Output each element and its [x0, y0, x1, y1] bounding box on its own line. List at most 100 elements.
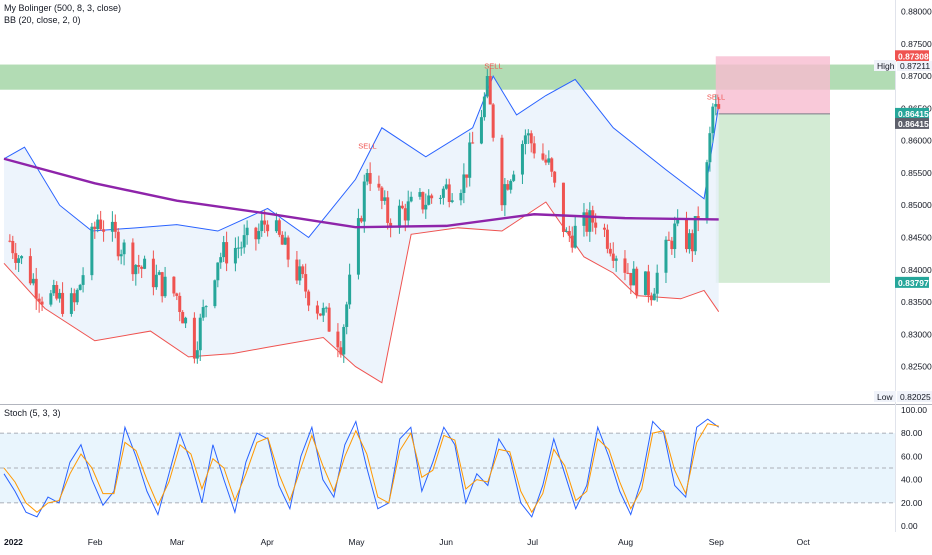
candle-body	[491, 104, 495, 138]
candle-body	[380, 187, 384, 201]
price-tick-label: 0.88000	[901, 7, 932, 17]
candle-body	[570, 235, 574, 248]
candle-body	[342, 326, 346, 355]
candle-body	[389, 222, 393, 228]
price-tag-box	[895, 276, 929, 288]
candle-body	[315, 305, 319, 314]
candle-body	[260, 220, 264, 232]
candle-body	[664, 239, 668, 273]
price-tick-label: 0.84500	[901, 232, 932, 242]
candle-body	[274, 220, 278, 232]
stoch-tick-label: 60.00	[901, 451, 923, 461]
candle-body	[11, 241, 15, 254]
high-value-box	[897, 61, 932, 71]
candle-body	[693, 216, 697, 252]
price-tick-label: 0.87000	[901, 71, 932, 81]
candle-body	[503, 184, 507, 206]
candle-body	[239, 247, 243, 249]
stop-loss-zone	[715, 56, 830, 114]
candle-body	[684, 219, 688, 250]
candle-body	[49, 293, 53, 305]
bollinger-fill	[4, 76, 719, 383]
stoch-tick-label: 40.00	[901, 475, 923, 485]
price-tick-label: 0.84000	[901, 265, 932, 275]
stoch-legend: Stoch (5, 3, 3)	[4, 408, 61, 418]
candle-body	[506, 184, 510, 190]
price-tick-label: 0.86000	[901, 136, 932, 146]
price-tick-label: 0.82500	[901, 362, 932, 372]
sell-signal-label: SELL	[358, 141, 376, 150]
candle-body	[37, 298, 41, 302]
candle-body	[377, 183, 381, 188]
candle-body	[614, 258, 618, 261]
candle-body	[512, 174, 516, 181]
candles-layer	[8, 67, 721, 364]
candle-body	[119, 254, 123, 257]
candle-body	[567, 230, 571, 236]
moving-average-layer: SELL SELL SELL	[3, 61, 725, 229]
indicator-legend-1: My Bolinger (500, 8, 3, close)	[4, 3, 121, 13]
candle-body	[31, 278, 35, 284]
candle-body	[626, 272, 630, 274]
candle-body	[485, 76, 489, 97]
candle-body	[582, 212, 586, 226]
candle-body	[655, 272, 659, 294]
candle-body	[160, 272, 164, 297]
time-tick-label: 2022	[4, 537, 23, 547]
price-tag-label: 0.87308	[898, 51, 929, 61]
low-value-box	[897, 391, 932, 402]
high-label: High	[877, 61, 895, 71]
low-label-box	[874, 391, 896, 402]
candle-body	[608, 248, 612, 254]
time-tick-label: Feb	[88, 537, 103, 547]
stoch-tick-label: 0.00	[901, 521, 918, 531]
candle-body	[561, 182, 565, 232]
candle-body	[605, 229, 609, 249]
time-tick-label: May	[348, 537, 365, 547]
ma-500-line	[3, 157, 719, 229]
candle-body	[544, 159, 548, 163]
bollinger-layer	[3, 75, 720, 384]
candle-body	[184, 317, 188, 324]
candle-body	[245, 227, 249, 236]
candle-body	[204, 306, 208, 308]
candle-body	[629, 273, 633, 286]
candle-body	[459, 192, 463, 201]
candle-body	[427, 195, 431, 205]
candle-body	[216, 262, 220, 281]
candle-body	[52, 284, 56, 294]
candle-body	[523, 135, 527, 145]
candle-body	[69, 293, 73, 314]
candle-body	[450, 200, 454, 202]
candle-body	[588, 210, 592, 232]
candle-body	[471, 142, 475, 144]
candle-body	[482, 96, 486, 118]
candle-body	[93, 226, 97, 230]
candle-body	[192, 317, 196, 359]
candle-body	[280, 234, 284, 245]
candle-body	[327, 307, 331, 332]
candle-body	[263, 220, 267, 225]
candle-body	[213, 280, 217, 307]
candle-body	[172, 276, 176, 294]
price-tag-label: 0.86415	[898, 109, 929, 119]
indicator-legend-2: BB (20, close, 2, 0)	[4, 15, 81, 25]
candle-body	[58, 292, 62, 299]
candle-body	[526, 133, 530, 136]
candle-body	[321, 307, 325, 316]
candle-body	[585, 212, 589, 232]
candle-body	[602, 227, 606, 230]
candle-body	[500, 137, 504, 206]
candle-body	[400, 205, 404, 209]
candle-body	[532, 143, 536, 154]
candle-body	[509, 180, 513, 190]
candle-body	[520, 144, 524, 175]
price-tag-box	[895, 107, 929, 119]
candle-body	[409, 196, 413, 202]
candle-body	[553, 171, 557, 183]
candle-body	[711, 106, 715, 134]
candle-body	[301, 266, 305, 275]
stoch-d-line	[3, 423, 719, 514]
